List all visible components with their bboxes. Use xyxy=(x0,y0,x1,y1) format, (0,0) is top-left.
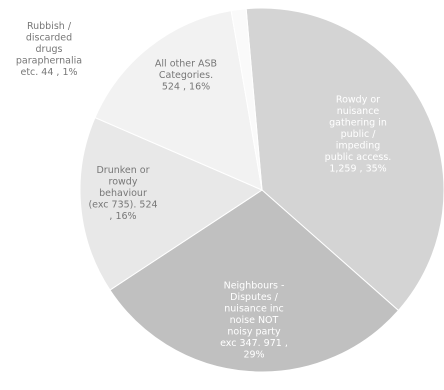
slice-label-line: etc. 44 , 1% xyxy=(20,67,77,78)
slice-label-line: 524 , 16% xyxy=(162,82,210,93)
slice-label-line: noisy party xyxy=(227,327,281,338)
slice-label-line: Disputes / xyxy=(230,292,278,303)
slice-label-line: discarded xyxy=(26,33,72,44)
slice-label-line: paraphernalia xyxy=(16,56,82,67)
pie-labels: Rowdy or nuisance gathering in public / impe… xyxy=(16,21,391,361)
slice-label-4: Rubbish / discarded drugs paraphernalia etc.… xyxy=(16,21,82,78)
pie-slice-0 xyxy=(245,7,444,312)
slice-label-line: drugs xyxy=(36,44,63,55)
pie-slices xyxy=(79,7,444,373)
slice-label-line: behaviour xyxy=(99,188,147,199)
slice-label-3: All other ASB Categories. 524 , 16% xyxy=(155,59,217,93)
slice-label-line: All other ASB xyxy=(155,59,217,70)
slice-label-line: 1,259 , 35% xyxy=(329,164,386,175)
slice-label-line: Rowdy or xyxy=(336,95,380,106)
slice-label-line: Rubbish / xyxy=(27,21,72,32)
slice-label-line: Categories. xyxy=(159,70,213,81)
slice-label-1: Neighbours -Disputes / nuisance inc noise … xyxy=(220,281,288,361)
slice-label-line: public access. xyxy=(325,152,392,163)
slice-label-line: Drunken or xyxy=(96,165,149,176)
slice-label-line: exc 347. 971 , xyxy=(220,338,288,349)
pie-slice-1 xyxy=(109,189,400,373)
slice-label-line: Neighbours - xyxy=(224,281,285,292)
slice-label-line: nuisance inc xyxy=(224,304,283,315)
slice-label-line: (exc 735). 524 xyxy=(88,200,157,211)
slice-label-line: gathering in xyxy=(329,118,387,129)
slice-label-2: Drunken or rowdy behaviour (exc 735). 524, … xyxy=(88,165,157,222)
slice-label-line: rowdy xyxy=(109,177,138,188)
pie-slice-3 xyxy=(94,10,263,191)
slice-label-line: noise NOT xyxy=(230,315,279,326)
slice-label-line: public / xyxy=(341,129,377,140)
slice-label-line: 29% xyxy=(243,350,264,361)
slice-label-line: nuisance xyxy=(337,106,380,117)
pie-slice-2 xyxy=(79,116,264,291)
pie-slice-4 xyxy=(230,8,263,191)
slice-label-0: Rowdy or nuisance gathering in public / impe… xyxy=(325,95,392,175)
slice-label-line: , 16% xyxy=(109,211,136,222)
slice-label-line: impeding xyxy=(336,141,381,152)
